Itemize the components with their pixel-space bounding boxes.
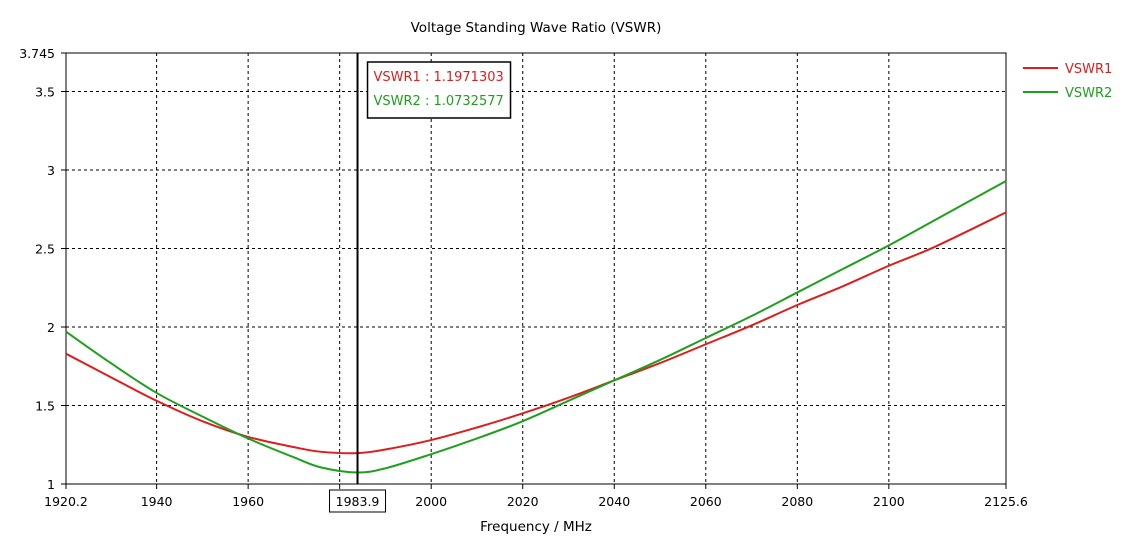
marker-x-label[interactable]: 1983.9	[329, 489, 387, 513]
marker-readout-box[interactable]: VSWR1 : 1.1971303 VSWR2 : 1.0732577	[366, 61, 512, 119]
x-tick-label: 2125.6	[984, 494, 1028, 509]
y-tick-label: 3	[47, 163, 55, 178]
grid	[66, 53, 1006, 484]
chart-title: Voltage Standing Wave Ratio (VSWR)	[411, 20, 662, 36]
y-axis-ticks: 1 1.5 2 2.5 3 3.5 3.745	[19, 46, 66, 492]
y-tick-label: 1.5	[35, 398, 55, 413]
x-tick-label: 2000	[415, 494, 447, 509]
x-tick-label: 1920.2	[44, 494, 88, 509]
marker-readout-vswr1: VSWR1 : 1.1971303	[374, 70, 504, 85]
x-tick-label: 2040	[598, 494, 630, 509]
x-tick-label: 2100	[873, 494, 905, 509]
series-lines	[65, 180, 1007, 474]
x-tick-label: 2060	[690, 494, 722, 509]
y-tick-label: 1	[47, 477, 55, 492]
y-tick-label: 2.5	[35, 241, 55, 256]
series-line-vswr1	[65, 211, 1007, 455]
marker-readout-vswr2: VSWR2 : 1.0732577	[374, 94, 504, 109]
x-axis-ticks: 1920.2 1940 1960 2000 2020 2040 2060 2080 2100 21…	[44, 484, 1028, 509]
x-tick-label: 2080	[781, 494, 813, 509]
legend-label-vswr1: VSWR1	[1065, 62, 1112, 77]
series-line-vswr2	[65, 180, 1007, 474]
y-tick-label: 2	[47, 320, 55, 335]
legend: VSWR1 VSWR2	[1023, 62, 1112, 101]
y-tick-label: 3.5	[35, 84, 55, 99]
x-axis-label: Frequency / MHz	[480, 519, 592, 535]
plot-frame	[65, 52, 1007, 485]
x-tick-label: 1940	[141, 494, 173, 509]
legend-label-vswr2: VSWR2	[1065, 86, 1112, 101]
x-tick-label: 1960	[232, 494, 264, 509]
y-tick-label: 3.745	[19, 46, 55, 61]
x-tick-label: 2020	[507, 494, 539, 509]
marker-x-value: 1983.9	[336, 494, 380, 509]
